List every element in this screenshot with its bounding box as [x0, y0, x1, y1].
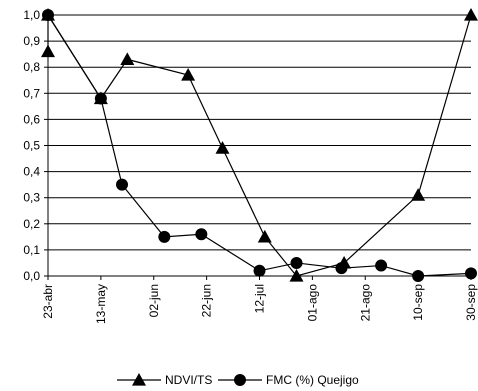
diamond-marker [335, 262, 348, 275]
legend-triangle-marker [132, 373, 146, 386]
x-tick-label: 10-sep [411, 284, 425, 321]
legend-label: NDVI/TS [165, 373, 212, 387]
triangle-marker [257, 229, 272, 243]
y-tick-label: 0,6 [23, 112, 40, 126]
y-tick-label: 0,4 [23, 165, 40, 179]
triangle-marker [41, 44, 55, 58]
diamond-marker [195, 228, 208, 241]
triangle-marker [411, 188, 426, 201]
x-tick-label: 12-jul [253, 284, 267, 313]
y-tick-label: 0,7 [23, 86, 40, 100]
x-tick-label: 30-sep [464, 284, 478, 321]
series-layer [41, 8, 478, 282]
x-tick-label: 22-jun [200, 284, 214, 317]
gridlines [48, 14, 471, 277]
x-axis-ticks: 23-abr 13-may 02-jun 22-jun 12-jul 01-ago 21-a… [41, 276, 478, 324]
legend-diamond-marker [234, 374, 246, 386]
triangle-marker [181, 68, 196, 81]
y-tick-label: 0,0 [23, 269, 40, 283]
diamond-marker [412, 270, 425, 282]
legend-label: FMC (%) Quejigo [266, 373, 359, 387]
y-axis-ticks: 0,0 0,1 0,2 0,3 0,4 0,5 0,6 0,7 0,8 0,9 1,0 [23, 8, 48, 283]
x-tick-label: 02-jun [147, 284, 161, 317]
triangle-marker [289, 269, 304, 282]
x-tick-label: 23-abr [41, 284, 55, 319]
triangle-marker [215, 141, 230, 154]
diamond-marker [465, 267, 477, 280]
triangle-marker [464, 8, 478, 21]
y-tick-label: 0,5 [23, 139, 40, 153]
x-tick-label: 01-ago [305, 284, 319, 322]
triangle-marker [120, 52, 135, 65]
diamond-marker [375, 259, 388, 272]
diamond-marker [290, 256, 303, 269]
y-tick-label: 0,8 [23, 60, 40, 74]
legend: NDVI/TS FMC (%) Quejigo [117, 373, 359, 387]
y-tick-label: 0,1 [23, 243, 40, 257]
y-tick-label: 0,2 [23, 217, 40, 231]
x-tick-label: 21-ago [358, 284, 372, 322]
y-tick-label: 1,0 [23, 8, 40, 22]
diamond-marker [253, 264, 266, 277]
diamond-marker [116, 178, 129, 191]
diamond-marker [94, 92, 107, 105]
x-tick-label: 13-may [94, 284, 108, 324]
diamond-marker [158, 230, 171, 243]
diamond-marker [42, 9, 54, 21]
y-tick-label: 0,9 [23, 34, 40, 48]
y-tick-label: 0,3 [23, 191, 40, 205]
